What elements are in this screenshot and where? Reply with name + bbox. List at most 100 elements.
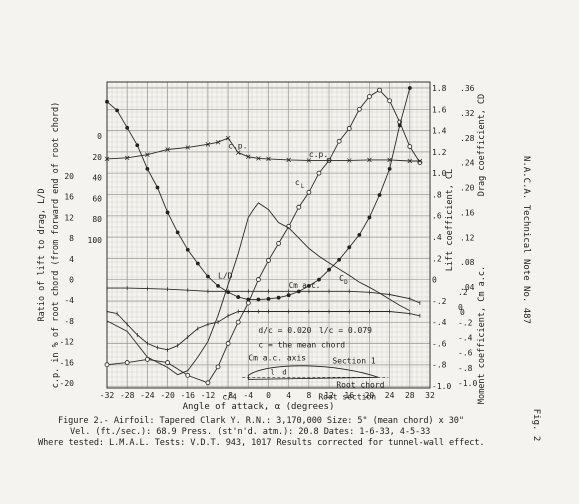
cl-axis-label: Lift coefficient, CL [445, 169, 455, 271]
point-3 [215, 139, 221, 145]
label-cd-sub: D [344, 279, 348, 286]
cp-tick-label: 100 [88, 236, 103, 245]
point-0 [336, 138, 342, 144]
point-3 [185, 145, 190, 150]
point-1 [357, 232, 362, 237]
point-0 [205, 380, 211, 386]
x-tick-label: 32 [425, 391, 435, 400]
ld-tick-label: -16 [60, 358, 75, 367]
point-3 [235, 150, 241, 155]
ld-tick-label: 4 [69, 255, 74, 264]
cm-tick-label: -1.0 [458, 379, 477, 388]
cp-axis-label: c.p. in % of root chord (from forward en… [51, 102, 61, 389]
cl-tick-label: .6 [432, 212, 442, 221]
x-tick-label: -20 [160, 391, 175, 400]
ld-tick-label: 12 [64, 213, 74, 222]
point-1 [407, 86, 412, 90]
cm-tick-label: -.8 [458, 364, 473, 373]
x-tick-label: 4 [286, 391, 291, 400]
series-line-1 [106, 87, 411, 301]
cl-tick-label: .4 [432, 233, 442, 242]
cd-tick-label: .36 [460, 84, 475, 93]
cl-tick-label: -.8 [432, 361, 447, 370]
ld-tick-label: -20 [60, 379, 75, 388]
side-fig: Fig. 2 [531, 409, 541, 442]
label-d: d [282, 368, 286, 376]
eq-l-over-c: l/c = 0.079 [319, 326, 372, 335]
cd-tick-label: .16 [460, 208, 475, 217]
point-0 [387, 98, 393, 104]
x-tick-label: -8 [223, 391, 233, 400]
point-1 [387, 166, 392, 171]
cm-tick-label: .2 [458, 288, 468, 297]
label-cl-sub: L [301, 183, 305, 190]
point-1 [367, 215, 372, 220]
x-tick-label: -24 [140, 391, 155, 400]
label-section1: Section 1 [332, 356, 376, 365]
x-tick-label: 16 [344, 391, 354, 400]
caption-line-2: Vel. (ft./sec.): 68.9 Press. (st'n'd. at… [70, 427, 431, 437]
plot-frame [106, 81, 431, 389]
point-0 [165, 360, 170, 365]
label-cma: Cm a.c. [289, 281, 321, 290]
point-3 [104, 156, 110, 162]
caption-line-1: Figure 2.- Airfoil: Tapered Clark Y. R.N… [58, 416, 464, 426]
x-tick-label: -28 [120, 391, 135, 400]
x-tick-label: -12 [201, 391, 216, 400]
label-l: l [270, 368, 274, 376]
point-3 [306, 158, 312, 163]
cd-tick-label: .08 [460, 258, 475, 267]
point-1 [337, 257, 342, 262]
point-0 [245, 300, 251, 306]
point-1 [105, 99, 109, 104]
label-cp-left: c.p. [228, 141, 247, 150]
point-0 [346, 126, 352, 131]
ld-tick-label: -12 [60, 338, 75, 347]
point-3 [165, 147, 170, 152]
cl-tick-label: 1.0 [432, 169, 447, 178]
cl-tick-label: 0 [432, 276, 437, 285]
cd-tick-label: .12 [460, 233, 475, 242]
point-0 [256, 277, 261, 282]
x-tick-label: -16 [181, 391, 196, 400]
cd-tick-label: .04 [460, 283, 475, 292]
caption-line-3: Where tested: L.M.A.L. Tests: V.D.T. 943… [38, 438, 485, 448]
cm-tick-label: 0 [458, 303, 463, 312]
x-tick-label: 12 [324, 391, 334, 400]
point-0 [367, 94, 372, 99]
point-0 [266, 258, 271, 263]
point-1 [135, 143, 140, 148]
point-1 [276, 295, 281, 300]
point-1 [216, 283, 220, 288]
point-0 [356, 106, 362, 112]
cl-tick-label: -.4 [432, 318, 447, 327]
point-0 [407, 144, 413, 149]
point-3 [326, 158, 332, 163]
point-1 [206, 274, 210, 279]
label-c4: c/4 [222, 392, 237, 401]
point-3 [246, 154, 251, 160]
cp-tick-label: 0 [97, 132, 102, 141]
point-1 [347, 245, 352, 250]
cl-tick-label: 1.2 [432, 148, 447, 157]
point-0 [276, 240, 281, 246]
ld-axis-label: Ratio of lift to drag, L/D [37, 188, 47, 321]
x-tick-label: 24 [385, 391, 395, 400]
x-tick-label: -4 [243, 391, 253, 400]
point-3 [124, 155, 130, 161]
cd-tick-label: .32 [460, 109, 475, 118]
cl-tick-label: 1.4 [432, 127, 447, 136]
point-1 [317, 277, 321, 282]
cm-tick-label: -.6 [458, 349, 473, 358]
point-0 [225, 341, 231, 346]
series-line-3 [106, 137, 420, 162]
cd-axis-label: Drag coefficient, CD [477, 94, 487, 196]
cd-tick-label: .24 [460, 159, 475, 168]
label-root-chord: Root chord [336, 380, 384, 389]
label-cl: c [295, 178, 300, 187]
point-1 [397, 123, 402, 128]
point-0 [124, 360, 130, 365]
point-1 [125, 125, 130, 130]
point-3 [367, 157, 372, 163]
